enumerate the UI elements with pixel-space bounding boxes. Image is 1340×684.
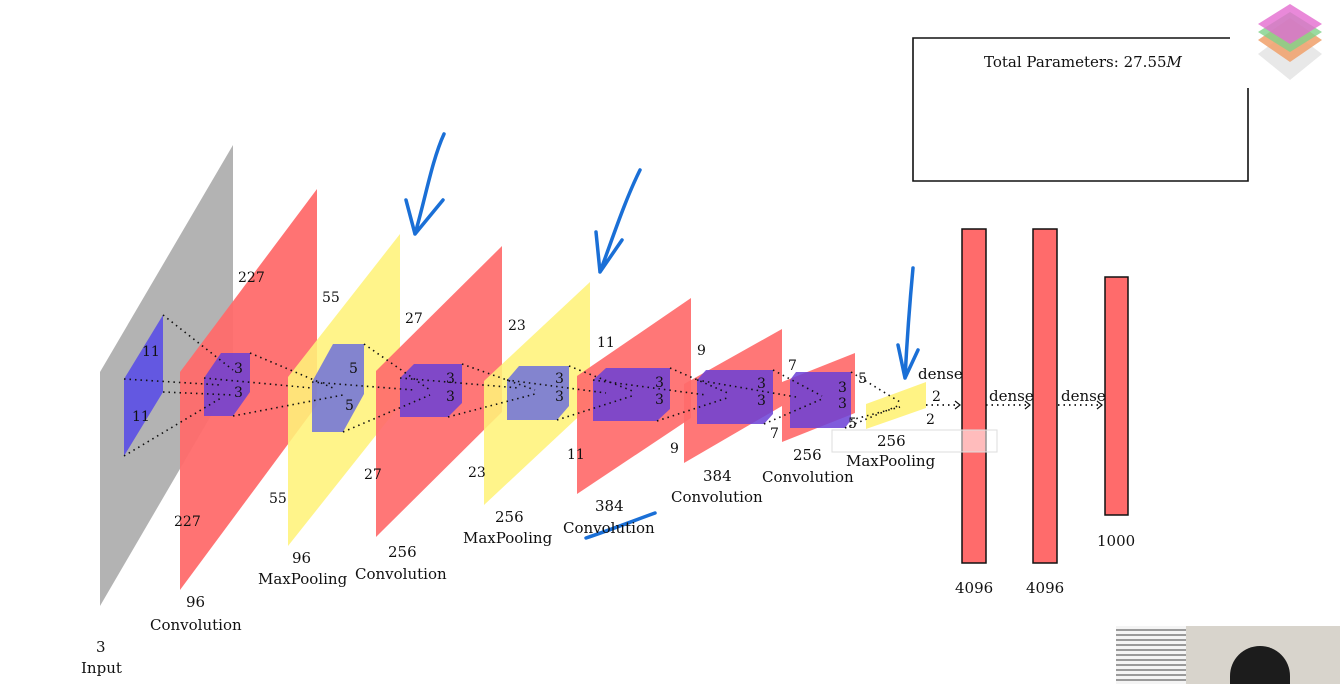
conv4-w-label: 9 bbox=[670, 441, 679, 457]
pool2-name-label: MaxPooling bbox=[463, 529, 553, 547]
annotation-arrow-pool1 bbox=[404, 132, 446, 236]
annotation-arrows bbox=[404, 132, 920, 540]
conv3-w-label: 11 bbox=[567, 447, 585, 463]
input-name-label: Input bbox=[81, 659, 122, 677]
pool1-w-label: 55 bbox=[269, 491, 287, 507]
pool3-h-label: 5 bbox=[858, 371, 867, 387]
conv4-depth-label: 384 bbox=[703, 467, 732, 485]
conv4-kernel-w-label: 3 bbox=[757, 393, 766, 409]
snip-tooltip bbox=[831, 429, 998, 453]
pool3-w-label: 5 bbox=[848, 416, 857, 432]
conv1-name-label: Convolution bbox=[150, 616, 242, 634]
annotation-arrow-pool3 bbox=[896, 266, 920, 380]
conv2-kernel bbox=[400, 364, 462, 417]
pool1-name-label: MaxPooling bbox=[258, 570, 348, 588]
conv2-h-label: 27 bbox=[405, 311, 423, 327]
conv1-h-label: 227 bbox=[238, 270, 265, 286]
pool1-kernel bbox=[312, 344, 364, 432]
conv2-w-label: 27 bbox=[364, 467, 382, 483]
conv1-depth-label: 96 bbox=[186, 593, 205, 611]
conv1-kernel-h-label: 3 bbox=[234, 361, 243, 377]
flat-h-label: 2 bbox=[932, 389, 941, 405]
conv3-name-label: Convolution bbox=[563, 519, 655, 537]
conv5-name-label: Convolution bbox=[762, 468, 854, 486]
fc1-bar bbox=[961, 228, 987, 564]
input-slab bbox=[100, 145, 233, 606]
pool2-kernel bbox=[507, 366, 569, 420]
conv3-kernel bbox=[593, 368, 670, 421]
pool2-depth-label: 256 bbox=[495, 508, 524, 526]
conv5-kernel-w-label: 3 bbox=[838, 396, 847, 412]
connection-lines bbox=[123, 314, 901, 457]
webcam-thumbnail bbox=[1116, 626, 1340, 684]
input-depth-label: 3 bbox=[96, 638, 106, 656]
layers-logo-icon bbox=[1258, 4, 1322, 80]
pool3-slab bbox=[866, 382, 926, 429]
input-kernel bbox=[124, 315, 163, 456]
pool3-name-label: MaxPooling bbox=[846, 452, 936, 470]
pool2-h-label: 23 bbox=[508, 318, 526, 334]
conv3-depth-label: 384 bbox=[595, 497, 624, 515]
input-kernel-w-label: 11 bbox=[132, 409, 150, 425]
pool1-depth-label: 96 bbox=[292, 549, 311, 567]
conv1-kernel-w-label: 3 bbox=[234, 385, 243, 401]
dense-label-2: dense bbox=[989, 387, 1034, 405]
conv5-kernel-h-label: 3 bbox=[838, 380, 847, 396]
conv3-kernel-w-label: 3 bbox=[655, 392, 664, 408]
fc2-units-label: 4096 bbox=[1026, 579, 1064, 597]
conv5-h-label: 7 bbox=[788, 358, 797, 374]
conv2-depth-label: 256 bbox=[388, 543, 417, 561]
total-parameters-text: Total Parameters: 27.55M bbox=[984, 53, 1183, 71]
pool2-kernel-w-label: 3 bbox=[555, 389, 564, 405]
conv3-kernel-h-label: 3 bbox=[655, 375, 664, 391]
conv4-kernel-h-label: 3 bbox=[757, 376, 766, 392]
fc3-units-label: 1000 bbox=[1097, 532, 1135, 550]
conv1-w-label: 227 bbox=[174, 514, 201, 530]
conv3-h-label: 11 bbox=[597, 335, 615, 351]
input-kernel-h-label: 11 bbox=[142, 344, 160, 360]
flat-w-label: 2 bbox=[926, 412, 935, 428]
conv1-kernel bbox=[204, 353, 250, 416]
pool3-depth-label: 256 bbox=[877, 432, 906, 450]
fc3-bar bbox=[1104, 276, 1129, 516]
conv4-h-label: 9 bbox=[697, 343, 706, 359]
fc1-units-label: 4096 bbox=[955, 579, 993, 597]
pool1-h-label: 55 bbox=[322, 290, 340, 306]
conv2-kernel-h-label: 3 bbox=[446, 371, 455, 387]
total-parameters-box: Total Parameters: 27.55M bbox=[912, 37, 1249, 182]
pool1-kernel-w-label: 5 bbox=[345, 398, 354, 414]
pool2-kernel-h-label: 3 bbox=[555, 371, 564, 387]
annotation-arrow-pool2 bbox=[594, 168, 642, 274]
dense-label-3: dense bbox=[1061, 387, 1106, 405]
pool2-w-label: 23 bbox=[468, 465, 486, 481]
conv2-name-label: Convolution bbox=[355, 565, 447, 583]
fc2-bar bbox=[1032, 228, 1058, 564]
annotation-underline-conv3 bbox=[584, 511, 657, 540]
conv5-w-label: 7 bbox=[770, 426, 779, 442]
conv5-depth-label: 256 bbox=[793, 446, 822, 464]
dense-label-1: dense bbox=[918, 365, 963, 383]
conv2-kernel-w-label: 3 bbox=[446, 389, 455, 405]
conv4-kernel bbox=[697, 370, 773, 424]
dense-arrowheads bbox=[954, 400, 1103, 410]
pool1-kernel-h-label: 5 bbox=[349, 361, 358, 377]
webcam-window-blinds bbox=[1116, 626, 1186, 684]
conv4-name-label: Convolution bbox=[671, 488, 763, 506]
